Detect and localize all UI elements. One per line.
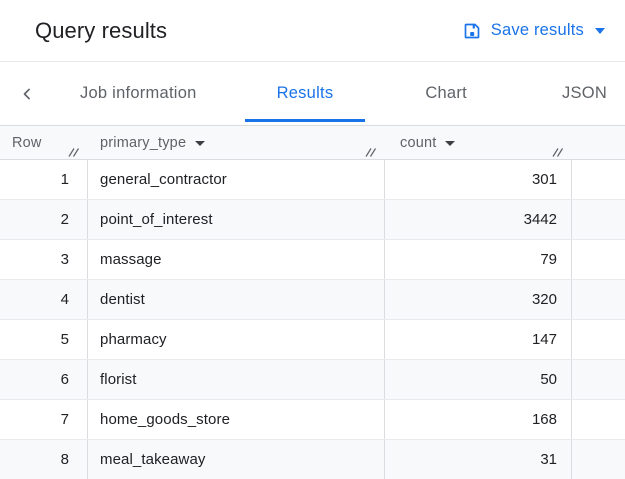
- primary-type-cell: general_contractor: [88, 160, 385, 199]
- tab-chart[interactable]: Chart: [399, 62, 493, 125]
- table-row[interactable]: 3 massage 79: [0, 240, 625, 280]
- primary-type-cell: dentist: [88, 280, 385, 319]
- save-results-button[interactable]: Save results: [460, 17, 607, 45]
- table-row[interactable]: 4 dentist 320: [0, 280, 625, 320]
- filler-cell: [572, 160, 625, 199]
- column-header-primary-type[interactable]: primary_type: [88, 126, 385, 159]
- sort-arrow-icon[interactable]: [445, 141, 456, 146]
- filler-cell: [572, 400, 625, 439]
- column-header-row: Row: [0, 126, 88, 159]
- filler-cell: [572, 200, 625, 239]
- filler-cell: [572, 240, 625, 279]
- primary-type-cell: home_goods_store: [88, 400, 385, 439]
- count-cell: 31: [385, 440, 572, 479]
- count-cell: 320: [385, 280, 572, 319]
- sort-arrow-icon[interactable]: [195, 141, 206, 146]
- tab-bar: Job information Results Chart JSON: [0, 62, 625, 126]
- primary-type-cell: pharmacy: [88, 320, 385, 359]
- table-row[interactable]: 5 pharmacy 147: [0, 320, 625, 360]
- caret-down-icon: [595, 27, 605, 34]
- tabs-back-button[interactable]: [14, 62, 40, 125]
- count-cell: 50: [385, 360, 572, 399]
- count-cell: 301: [385, 160, 572, 199]
- count-cell: 3442: [385, 200, 572, 239]
- row-number-cell: 1: [0, 160, 88, 199]
- save-results-label: Save results: [490, 21, 584, 39]
- column-resize-handle[interactable]: [68, 148, 80, 157]
- row-number-cell: 8: [0, 440, 88, 479]
- primary-type-cell: florist: [88, 360, 385, 399]
- filler-cell: [572, 280, 625, 319]
- row-number-cell: 6: [0, 360, 88, 399]
- tab-json[interactable]: JSON: [544, 62, 625, 125]
- row-number-cell: 7: [0, 400, 88, 439]
- table-row[interactable]: 2 point_of_interest 3442: [0, 200, 625, 240]
- save-icon: [462, 21, 482, 41]
- column-header-filler: [572, 126, 625, 159]
- count-cell: 79: [385, 240, 572, 279]
- table-row[interactable]: 6 florist 50: [0, 360, 625, 400]
- count-cell: 168: [385, 400, 572, 439]
- tab-results[interactable]: Results: [244, 62, 366, 125]
- table-row[interactable]: 8 meal_takeaway 31: [0, 440, 625, 479]
- column-resize-handle[interactable]: [365, 148, 377, 157]
- table-header-row: Row primary_type: [0, 126, 625, 160]
- table-row[interactable]: 1 general_contractor 301: [0, 160, 625, 200]
- primary-type-cell: massage: [88, 240, 385, 279]
- row-number-cell: 2: [0, 200, 88, 239]
- primary-type-cell: point_of_interest: [88, 200, 385, 239]
- filler-cell: [572, 320, 625, 359]
- row-number-cell: 4: [0, 280, 88, 319]
- column-header-row-label: Row: [12, 134, 42, 151]
- row-number-cell: 3: [0, 240, 88, 279]
- count-cell: 147: [385, 320, 572, 359]
- table-row[interactable]: 7 home_goods_store 168: [0, 400, 625, 440]
- column-header-count-label: count: [400, 134, 437, 151]
- tab-job-information[interactable]: Job information: [68, 62, 209, 125]
- filler-cell: [572, 360, 625, 399]
- topbar: Query results Save results: [0, 0, 625, 62]
- chevron-left-icon: [17, 84, 37, 104]
- filler-cell: [572, 440, 625, 479]
- row-number-cell: 5: [0, 320, 88, 359]
- results-table: Row primary_type: [0, 126, 625, 479]
- column-header-primary-type-label: primary_type: [100, 134, 187, 151]
- primary-type-cell: meal_takeaway: [88, 440, 385, 479]
- column-resize-handle[interactable]: [552, 148, 564, 157]
- page-title: Query results: [35, 17, 168, 43]
- column-header-count[interactable]: count: [385, 126, 572, 159]
